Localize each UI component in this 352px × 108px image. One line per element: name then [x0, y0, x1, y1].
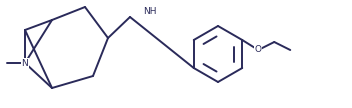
Text: N: N — [21, 59, 29, 68]
Text: O: O — [255, 45, 262, 55]
Text: NH: NH — [143, 6, 157, 16]
